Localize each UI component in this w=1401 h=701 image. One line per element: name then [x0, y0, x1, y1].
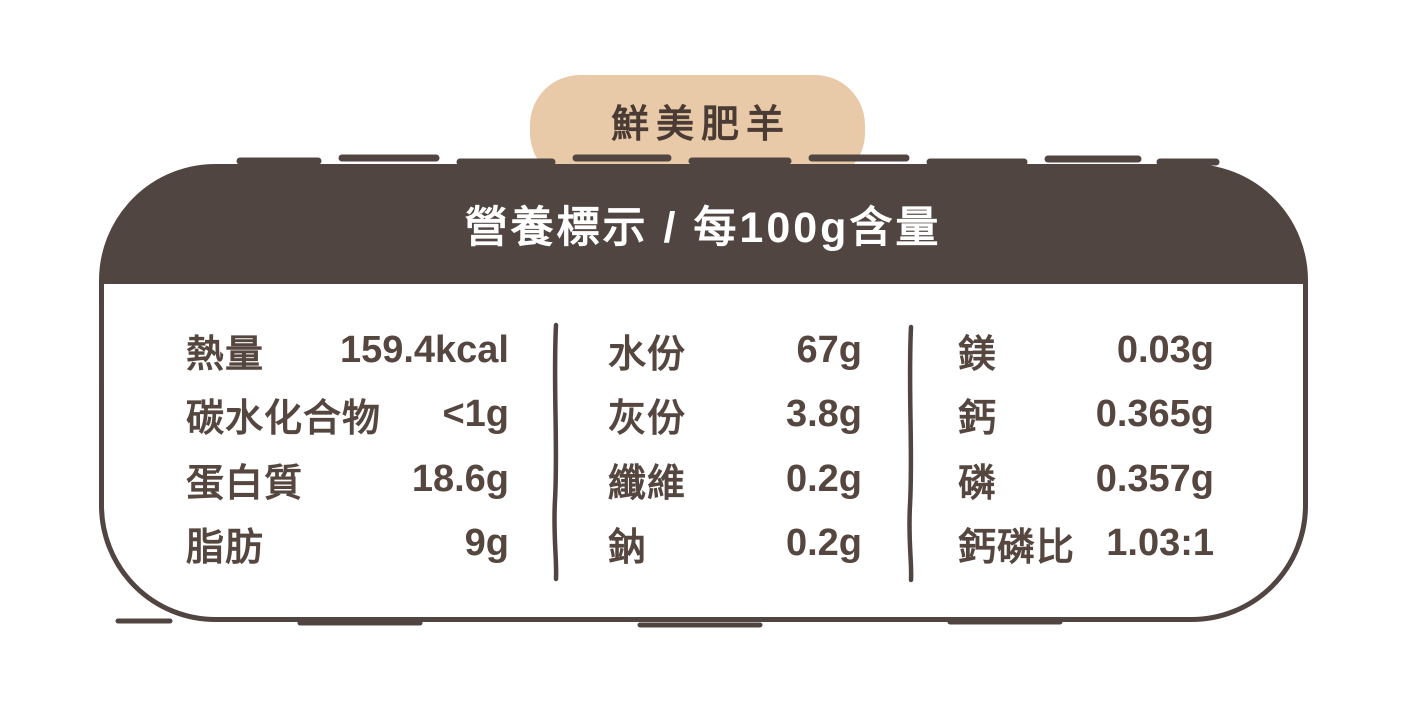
- rough-top-edge-strokes: [236, 154, 1220, 166]
- nutrient-column-energy: 熱量 159.4kcal 碳水化合物 <1g 蛋白質 18.6g 脂肪 9g: [186, 318, 509, 576]
- nutrient-row: 鎂 0.03g: [958, 318, 1214, 383]
- nutrition-header-title: 營養標示 / 每100g含量: [464, 203, 942, 252]
- nutrient-value: 0.03g: [1116, 328, 1214, 371]
- rough-bottom-edge-strokes: [115, 618, 1063, 628]
- nutrient-row: 水份 67g: [608, 318, 862, 383]
- nutrient-label: 熱量: [186, 333, 265, 376]
- card-header-band: [101, 166, 1306, 284]
- column-divider-1: [552, 322, 559, 582]
- nutrient-row: 蛋白質 18.6g: [186, 447, 509, 512]
- nutrient-row: 熱量 159.4kcal: [186, 318, 509, 383]
- nutrient-value: 0.2g: [785, 522, 862, 565]
- nutrient-row: 鈉 0.2g: [608, 512, 862, 577]
- nutrient-value: 0.365g: [1095, 393, 1214, 436]
- nutrient-row: 鈣磷比 1.03:1: [958, 512, 1214, 577]
- nutrient-label: 脂肪: [186, 527, 265, 570]
- nutrient-label: 蛋白質: [186, 462, 304, 505]
- nutrient-value: 9g: [464, 522, 509, 565]
- nutrient-value: 3.8g: [785, 393, 862, 436]
- nutrient-column-minerals: 鎂 0.03g 鈣 0.365g 磷 0.357g 鈣磷比 1.03:1: [958, 318, 1214, 576]
- nutrient-label: 鈣: [958, 398, 998, 441]
- nutrient-label: 碳水化合物: [186, 398, 382, 441]
- nutrient-label: 鈉: [608, 527, 648, 570]
- nutrient-row: 碳水化合物 <1g: [186, 383, 509, 448]
- nutrient-label: 水份: [608, 333, 687, 376]
- nutrient-value: 0.2g: [785, 457, 862, 500]
- nutrient-value: 67g: [796, 328, 862, 371]
- nutrient-row: 灰份 3.8g: [608, 383, 862, 448]
- nutrient-label: 磷: [958, 462, 998, 505]
- nutrient-row: 鈣 0.365g: [958, 383, 1214, 448]
- nutrient-value: 18.6g: [411, 457, 509, 500]
- nutrient-label: 鎂: [958, 333, 998, 376]
- column-divider-2: [907, 324, 914, 583]
- nutrient-row: 纖維 0.2g: [608, 447, 862, 512]
- nutrient-label: 灰份: [608, 398, 687, 441]
- nutrient-row: 脂肪 9g: [186, 512, 509, 577]
- nutrient-column-composition: 水份 67g 灰份 3.8g 纖維 0.2g 鈉 0.2g: [608, 318, 862, 576]
- nutrient-value: 159.4kcal: [339, 328, 509, 371]
- nutrient-row: 磷 0.357g: [958, 447, 1214, 512]
- product-name-badge: 鮮美肥羊: [610, 103, 791, 146]
- nutrient-label: 纖維: [608, 462, 687, 505]
- nutrient-label: 鈣磷比: [958, 527, 1076, 570]
- nutrient-value: 0.357g: [1095, 457, 1214, 500]
- nutrient-value: 1.03:1: [1106, 522, 1214, 565]
- nutrient-value: <1g: [442, 393, 509, 436]
